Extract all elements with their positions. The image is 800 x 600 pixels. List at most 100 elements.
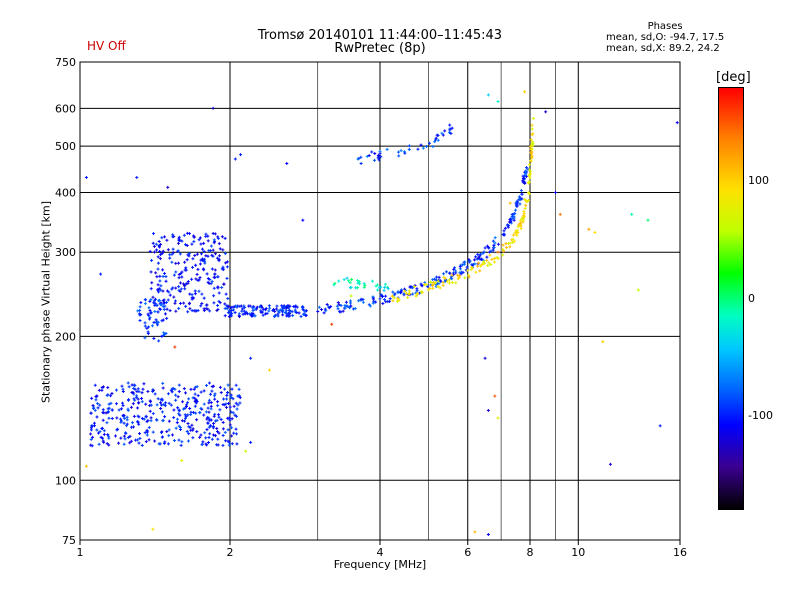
echo-point [147,426,151,430]
echo-point [477,255,481,259]
echo-point [377,286,381,290]
echo-point [251,306,255,310]
echo-point [470,266,474,270]
echo-point [524,199,528,203]
echo-point [199,433,203,437]
echo-point [587,227,591,231]
echo-point [255,305,259,309]
echo-point [174,270,178,274]
echo-point [204,232,208,236]
echo-point [177,390,181,394]
echo-point [218,301,222,305]
echo-point [196,267,200,271]
echo-point [121,404,125,408]
echo-point [122,442,126,446]
echo-point [180,270,184,274]
echo-point [301,218,305,222]
echo-point [150,258,154,262]
echo-point [168,253,172,257]
echo-point [139,301,143,305]
echo-point [316,309,320,313]
echo-point [180,419,184,423]
echo-point [454,271,458,275]
echo-point [194,263,198,267]
echo-point [444,270,448,274]
echo-point [351,307,355,311]
echo-point [206,234,210,238]
echo-point [97,431,101,435]
echo-point [201,440,205,444]
echo-point [510,217,514,221]
echo-point [91,435,95,439]
echo-point [225,397,229,401]
echo-point [391,290,395,294]
phases-line-o: mean, sd,O: -94.7, 17.5 [606,32,725,43]
echo-point [123,437,127,441]
echo-point [229,410,233,414]
echo-point [183,243,187,247]
echo-point [207,381,211,385]
echo-point [496,100,500,104]
echo-point [146,419,150,423]
echo-point [185,403,189,407]
echo-point [529,144,533,148]
echo-point [290,310,294,314]
echo-point [396,298,400,302]
echo-point [276,309,280,313]
echo-point [343,306,347,310]
echo-point [107,406,111,410]
echo-point [228,418,232,422]
echo-point [152,301,156,305]
echo-point [386,287,390,291]
echo-point [284,306,288,310]
echo-point [122,434,126,438]
grid-lines [80,62,680,540]
echo-point [514,204,518,208]
y-tick-label: 500 [55,140,76,153]
echo-point [232,431,236,435]
echo-point [208,309,212,313]
echo-point [215,418,219,422]
echo-point [362,285,366,289]
echo-point [283,310,287,314]
echo-point [205,417,209,421]
echo-point [101,436,105,440]
echo-point [427,141,431,145]
echo-point [165,238,169,242]
echo-point [353,306,357,310]
echo-point [512,218,516,222]
echo-point [375,283,379,287]
echo-point [436,279,440,283]
echo-point [216,443,220,447]
echo-point [226,401,230,405]
echo-point [179,426,183,430]
echo-point [496,257,500,261]
echo-point [493,241,497,245]
echo-point [171,387,175,391]
echo-point [106,407,110,411]
echo-point [529,152,533,156]
echo-point [177,235,181,239]
echo-point [467,260,471,264]
echo-point [230,434,234,438]
echo-point [153,297,157,301]
echo-point [527,191,531,195]
echo-point [359,162,363,166]
echo-point [216,235,220,239]
echo-point [224,439,228,443]
echo-point [138,319,142,323]
echo-point [166,442,170,446]
echo-point [155,418,159,422]
echo-point [89,426,93,430]
echo-point [249,440,253,444]
echo-point [101,411,105,415]
echo-point [90,396,94,400]
echo-point [515,205,519,209]
echo-point [518,222,522,226]
echo-point [107,416,111,420]
echo-point [176,406,180,410]
echo-point [121,389,125,393]
echo-point [437,282,441,286]
echo-point [463,276,467,280]
echo-point [418,291,422,295]
